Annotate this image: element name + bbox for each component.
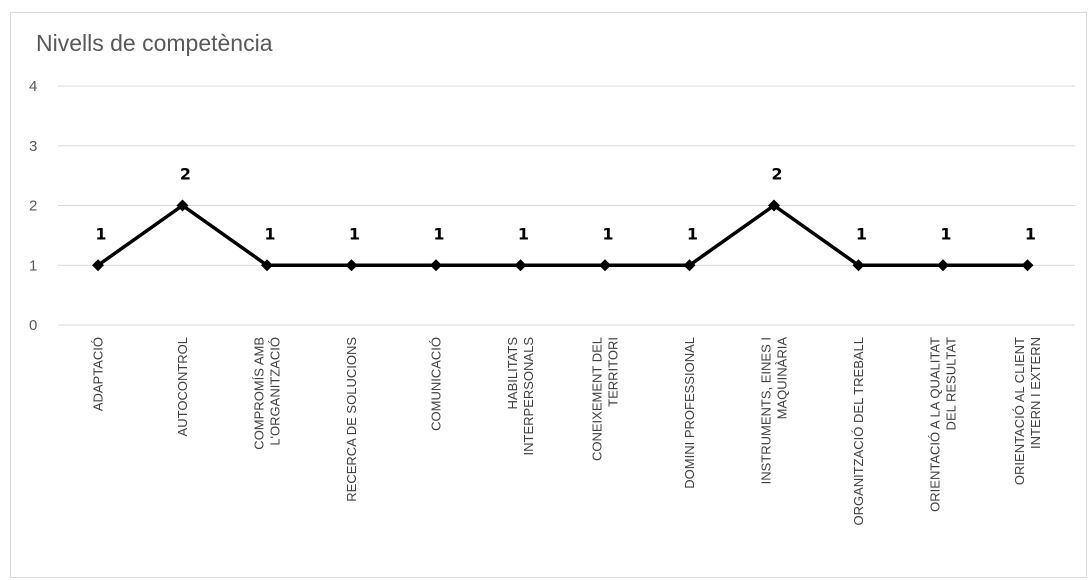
data-point-marker (937, 259, 949, 272)
x-category-label: ORIENTACIÓ A LA QUALITATDEL RESULTAT (928, 337, 959, 512)
y-tick-label: 2 (29, 198, 37, 215)
data-label: 1 (349, 224, 360, 243)
data-label: 1 (264, 224, 275, 243)
data-labels: 1 2 1 1 1 1 1 1 2 1 1 1 (95, 165, 1036, 244)
x-category-label: AUTOCONTROL (175, 337, 190, 436)
y-tick-label: 3 (29, 138, 37, 155)
x-category-label: ADAPTACIÓ (91, 337, 106, 411)
x-category-label-line: INTERN I EXTERN (1028, 337, 1043, 449)
data-point-marker (261, 259, 273, 272)
data-point-marker (514, 259, 527, 272)
data-label: 2 (771, 165, 782, 184)
data-point-marker (683, 259, 696, 272)
data-label: 2 (180, 165, 191, 184)
y-axis: 0 1 2 3 4 (29, 78, 37, 334)
x-category-label-line: L'ORGANITZACIÓ (268, 337, 283, 446)
data-point-marker (345, 259, 358, 272)
x-category-label-line: DEL RESULTAT (944, 337, 959, 430)
x-category-label: ORGANITZACIÓ DEL TREBALL (851, 337, 866, 526)
x-category-label: DOMINI PROFESSIONAL (682, 337, 697, 489)
data-point-marker (599, 259, 611, 272)
x-category-label-line: MAQUINÀRIA (775, 337, 790, 420)
x-category-label-line: HABILITATS (505, 337, 520, 410)
x-category-label: RECERCA DE SOLUCIONS (344, 337, 359, 502)
x-category-label-line: ORGANITZACIÓ DEL TREBALL (851, 337, 866, 526)
x-axis: ADAPTACIÓ AUTOCONTROL COMPROMÍS AMBL'ORGAN… (91, 337, 1044, 526)
data-point-marker (768, 199, 780, 212)
y-tick-label: 4 (29, 78, 37, 95)
y-tick-label: 0 (29, 317, 37, 334)
data-label: 1 (433, 224, 444, 243)
y-tick-label: 1 (29, 257, 37, 274)
x-category-label-line: INSTRUMENTS, EINES I (759, 337, 774, 484)
data-label: 1 (687, 224, 698, 243)
x-category-label-line: DOMINI PROFESSIONAL (682, 337, 697, 489)
series-line (96, 203, 1028, 267)
data-label: 1 (940, 224, 951, 243)
chart-frame (10, 12, 1087, 578)
data-label: 1 (856, 224, 867, 243)
data-point-marker (92, 259, 104, 272)
x-category-label: COMUNICACIÓ (429, 337, 444, 431)
x-category-label: HABILITATSINTERPERSONALS (505, 337, 536, 456)
x-category-label-line: RECERCA DE SOLUCIONS (344, 337, 359, 502)
x-category-label-line: ORIENTACIÓ AL CLIENT (1012, 337, 1027, 485)
x-category-label: INSTRUMENTS, EINES IMAQUINÀRIA (759, 337, 790, 485)
data-label: 1 (1025, 224, 1036, 243)
series (92, 199, 1034, 272)
x-category-label-line: AUTOCONTROL (175, 337, 190, 436)
data-label: 1 (518, 224, 529, 243)
x-category-label: ORIENTACIÓ AL CLIENTINTERN I EXTERN (1012, 337, 1043, 485)
data-point-marker (430, 259, 442, 272)
x-category-label-line: TERRITORI (606, 337, 621, 407)
gridlines (58, 85, 1075, 326)
x-category-label-line: ORIENTACIÓ A LA QUALITAT (928, 337, 943, 512)
x-category-label: COMPROMÍS AMBL'ORGANITZACIÓ (252, 337, 283, 450)
data-point-marker (1021, 259, 1034, 272)
x-category-label-line: COMPROMÍS AMB (252, 337, 267, 450)
data-point-marker (852, 259, 865, 272)
x-category-label: CONEIXEMENT DELTERRITORI (590, 337, 621, 461)
data-label: 1 (602, 224, 613, 243)
data-label: 1 (95, 224, 106, 243)
x-category-label-line: CONEIXEMENT DEL (590, 337, 605, 461)
x-category-label-line: INTERPERSONALS (521, 337, 536, 456)
x-category-label-line: ADAPTACIÓ (91, 337, 106, 411)
x-category-label-line: COMUNICACIÓ (429, 337, 444, 431)
data-point-marker (176, 199, 189, 212)
chart-title: Nivells de competència (36, 30, 273, 56)
